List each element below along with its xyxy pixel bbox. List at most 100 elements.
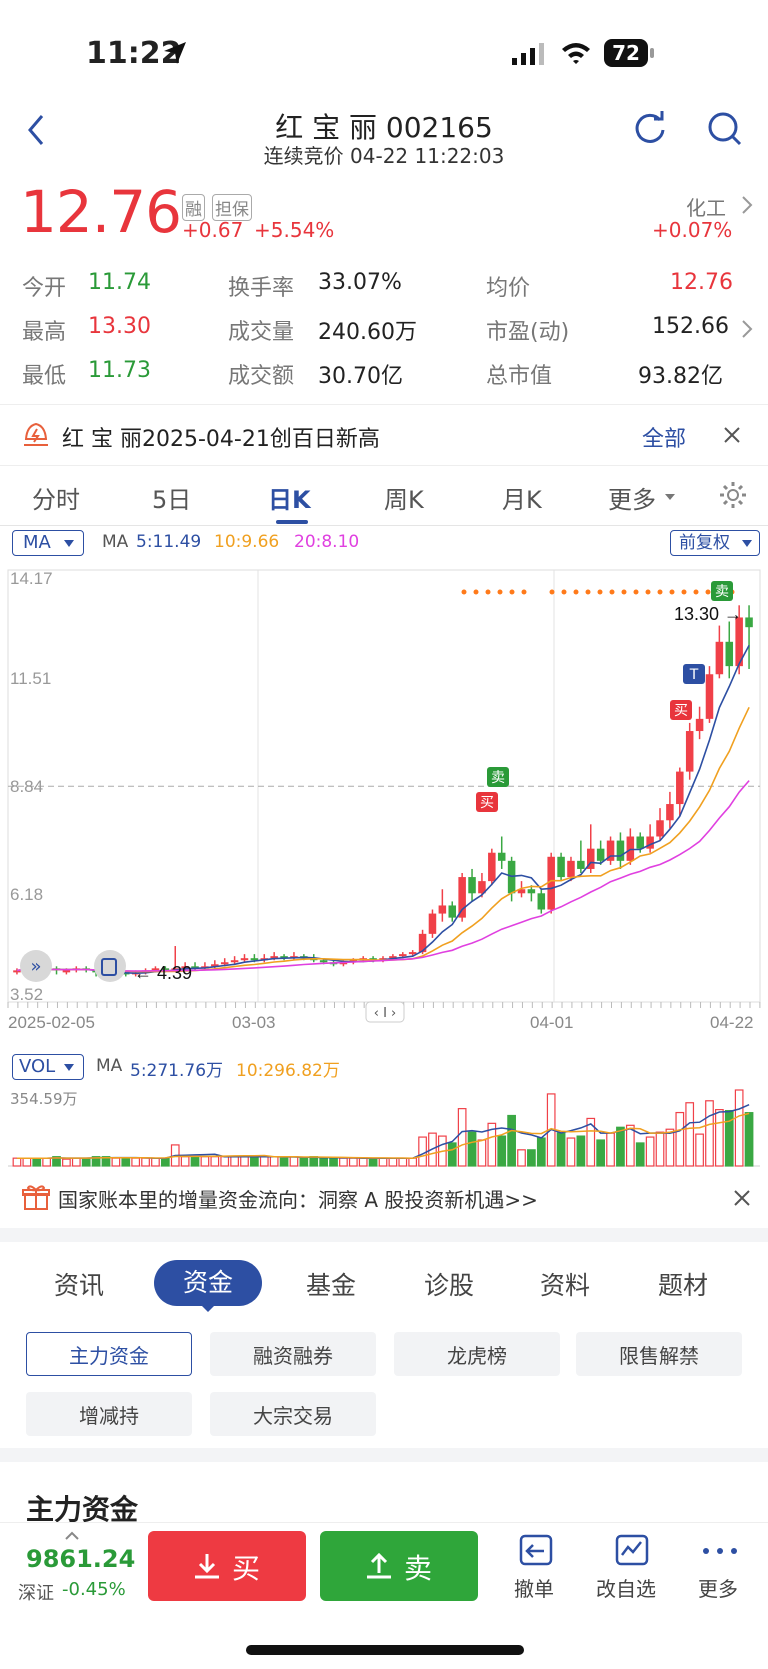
signal-dot [705,589,711,595]
more-button[interactable]: 更多 [692,1533,748,1603]
search-icon[interactable] [706,110,744,148]
candle-body [587,848,595,869]
candle-body [646,836,654,849]
close-icon[interactable] [722,425,742,445]
tab-theme[interactable]: 题材 [658,1271,709,1300]
tab-news[interactable]: 资讯 [54,1271,105,1300]
candle-body [705,674,714,719]
volume-bar [665,1128,675,1167]
volume-bar [378,1157,388,1167]
close-icon[interactable] [732,1188,752,1208]
upload-icon [367,1552,391,1579]
stat-value: 93.82亿 [638,364,723,389]
sell-button[interactable]: 卖 [320,1531,478,1601]
index-value[interactable]: 9861.24 [26,1545,136,1573]
signal-dot [509,589,515,595]
chevron-up-icon[interactable] [64,1531,80,1541]
candle-body [270,956,278,959]
chevron-right-icon[interactable] [740,318,754,340]
tab-profile[interactable]: 资料 [540,1271,591,1300]
tab-funds[interactable]: 资金 [154,1260,262,1306]
tab-daily-k[interactable]: 日K [268,486,311,514]
refresh-icon[interactable] [632,110,668,146]
y-tick-label: 3.52 [10,985,43,1004]
tab-more[interactable]: 更多 [608,486,656,514]
stat-value[interactable]: 152.66 [652,314,729,339]
volume-bar [259,1156,269,1167]
signal-dot [681,589,687,595]
tab-fund[interactable]: 基金 [306,1271,357,1300]
volume-bar [388,1157,398,1167]
block-trade-button[interactable]: 大宗交易 [210,1392,376,1436]
main-funds-button[interactable]: 主力资金 [26,1332,192,1376]
vol-ma10-line [16,1112,750,1159]
y-tick-label: 6.18 [10,885,43,904]
back-icon[interactable] [22,112,52,148]
volume-bar [62,1158,71,1167]
dropdown-icon [64,540,74,547]
candle-body [478,881,486,894]
edit-watchlist-button[interactable]: 改自选 [594,1533,670,1603]
vol-selector-label: VOL [19,1056,56,1077]
buy-button[interactable]: 买 [148,1531,306,1601]
low-price-label: ← 4.39 [134,963,192,983]
holdings-change-button[interactable]: 增减持 [26,1392,192,1436]
more-label: 更多 [698,1577,738,1601]
volume-bar [517,1149,526,1167]
section-title: 主力资金 [26,1493,139,1526]
notice-all-link[interactable]: 全部 [642,427,687,452]
ma-selector[interactable]: MA [12,530,84,556]
volume-bar [269,1156,279,1167]
candle-body [418,933,427,953]
promo-bar[interactable]: 国家账本里的增量资金流向：洞察 A 股投资新机遇>> [0,1172,768,1224]
sector-name[interactable]: 化工 [686,196,726,220]
margin-trading-button[interactable]: 融资融券 [210,1332,376,1376]
candle-body [240,958,249,961]
sell-marker [487,767,509,787]
candle-body [13,970,21,973]
stock-title: 红 宝 丽 002165 [275,111,493,144]
volume-chart[interactable] [0,1080,768,1170]
stat-label: 最高 [22,320,67,345]
candle-body [537,893,546,910]
chevron-right-icon[interactable] [740,194,754,216]
candle-body [191,966,199,969]
candle-body [557,856,565,878]
volume-bar [250,1156,259,1167]
section-tabs: 资讯 资金 基金 诊股 资料 题材 [0,1242,768,1316]
vol-selector[interactable]: VOL [12,1054,84,1080]
settings-icon[interactable] [718,480,748,510]
x-tick-label: 03-03 [232,1013,275,1032]
dropdown-icon[interactable] [664,492,676,502]
zoom-handle-icon: ‹ I › [374,1006,397,1021]
stat-label: 市盈(动) [486,320,570,345]
volume-bar [645,1136,655,1167]
candle-body [567,860,575,878]
signal-dot [573,589,579,595]
cancel-order-button[interactable]: 撤单 [508,1533,564,1603]
notice-bar[interactable]: 红 宝 丽2025-04-21创百日新高 全部 [0,404,768,466]
price-change-pct: +5.54% [254,218,335,242]
sell-marker-label: 卖 [715,584,729,600]
candle-body [656,820,664,837]
dropdown-icon [64,1064,74,1071]
y-tick-label: 8.84 [10,777,43,796]
undo-icon [519,1534,553,1566]
dragon-tiger-button[interactable]: 龙虎榜 [394,1332,560,1376]
tab-diagnose[interactable]: 诊股 [424,1271,475,1300]
volume-bar [210,1156,220,1167]
tab-intraday[interactable]: 分时 [32,486,80,514]
ma-label: MA [102,532,129,552]
tab-5day[interactable]: 5日 [152,486,192,514]
signal-dot [473,589,479,595]
candle-body [547,856,555,910]
tab-monthly-k[interactable]: 月K [502,486,542,514]
volume-bar [616,1126,625,1167]
tab-weekly-k[interactable]: 周K [384,486,424,514]
scroll-left-icon [20,950,52,982]
lockup-release-button[interactable]: 限售解禁 [576,1332,742,1376]
candle-body [211,964,219,967]
adjust-selector[interactable]: 前复权 [670,530,760,556]
index-pct: -0.45% [62,1579,126,1600]
